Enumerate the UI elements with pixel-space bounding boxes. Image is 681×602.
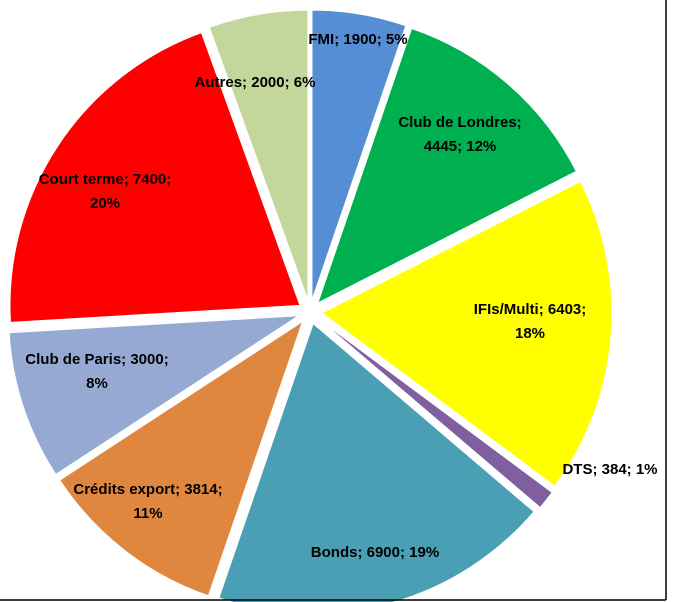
slice-label: Crédits export; 3814; 11% [73, 481, 223, 522]
pie-slice [316, 27, 577, 304]
slice-label: DTS; 384; 1% [562, 461, 658, 478]
slice-label: Club de Londres; 4445; 12% [398, 114, 522, 155]
slice-label: IFIs/Multi; 6403; 18% [473, 301, 587, 342]
pie-slice [208, 9, 309, 301]
pie-slice [9, 32, 301, 323]
pie-slice [311, 9, 407, 301]
pie-slice [218, 322, 535, 602]
slice-label: Court terme; 7400; 20% [38, 171, 172, 212]
pie-slice [321, 180, 613, 487]
pie-slice [8, 315, 301, 476]
slice-label: Autres; 2000; 6% [194, 74, 316, 91]
slice-label: Club de Paris; 3000; 8% [25, 351, 169, 392]
pie-slice [319, 319, 553, 509]
slice-label: Bonds; 6900; 19% [310, 544, 440, 561]
slice-label: FMI; 1900; 5% [308, 31, 408, 48]
pie-slice [59, 320, 304, 597]
